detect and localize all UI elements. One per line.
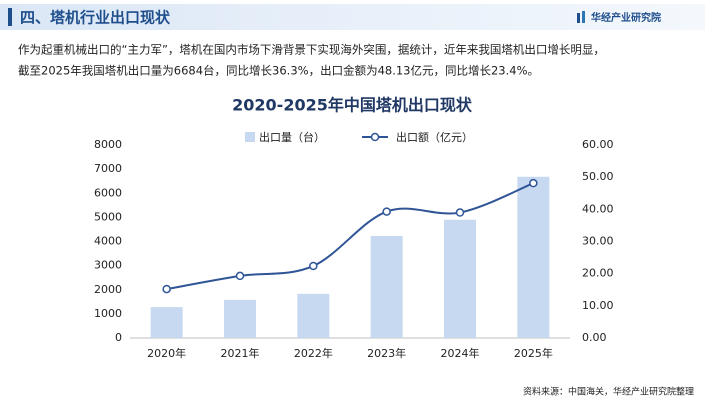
line-marker (382, 207, 391, 216)
x-tick-label: 2022年 (294, 346, 333, 360)
y2-tick-label: 30.00 (582, 235, 614, 248)
bar (224, 299, 256, 338)
y2-tick-label: 20.00 (582, 267, 614, 280)
bar (297, 293, 330, 338)
header-accent (8, 8, 12, 26)
bar (150, 307, 183, 338)
y2-tick-label: 0.00 (582, 331, 607, 344)
x-tick-label: 2025年 (514, 346, 553, 360)
line-marker (309, 261, 318, 271)
y2-tick-label: 40.00 (582, 202, 614, 215)
x-tick-label: 2023年 (367, 346, 406, 360)
bar (444, 219, 476, 338)
logo-mark (582, 11, 585, 23)
x-tick-label: 2021年 (221, 346, 260, 360)
logo-mark (577, 13, 580, 23)
line-marker (455, 208, 465, 217)
y-tick-label: 6000 (94, 186, 122, 199)
y-tick-label: 0 (115, 331, 122, 344)
source: 资料来源：中国海关，华经产业研究院整理 (523, 386, 694, 398)
legend-swatch (245, 132, 255, 142)
line-marker (529, 178, 538, 188)
y2-tick-label: 50.00 (582, 170, 614, 183)
y2-tick-label: 10.00 (582, 299, 614, 312)
y2-tick-label: 60.00 (582, 138, 614, 151)
legend-label: 出口额（亿元） (396, 130, 473, 144)
y-tick-label: 1000 (94, 307, 122, 320)
x-tick-label: 2020年 (147, 346, 186, 360)
y-tick-label: 4000 (94, 235, 122, 248)
header-bar (0, 4, 705, 30)
bar (370, 235, 403, 338)
x-tick-label: 2024年 (441, 346, 480, 360)
legend-swatch (370, 132, 380, 142)
header-title: 四、塔机行业出口现状 (20, 9, 171, 27)
legend-label: 出口量（台） (259, 130, 325, 144)
bar (517, 176, 550, 338)
paragraph-line: 作为起重机械出口的“主力军”，塔机在国内市场下滑背景下实现海外突围，据统计，近年… (18, 43, 605, 57)
y-tick-label: 5000 (94, 210, 122, 223)
line-marker (162, 284, 171, 294)
line (166, 182, 534, 291)
paragraph-line: 截至2025年我国塔机出口量为6684台，同比增长36.3%，出口金额为48.1… (18, 64, 539, 78)
brand: 华经产业研究院 (591, 11, 661, 24)
y-tick-label: 8000 (94, 138, 122, 151)
chart-title: 2020-2025年中国塔机出口现状 (232, 96, 473, 115)
y-tick-label: 3000 (94, 259, 122, 272)
y-tick-label: 2000 (94, 283, 122, 296)
y-tick-label: 7000 (94, 162, 122, 175)
line-marker (235, 271, 245, 281)
